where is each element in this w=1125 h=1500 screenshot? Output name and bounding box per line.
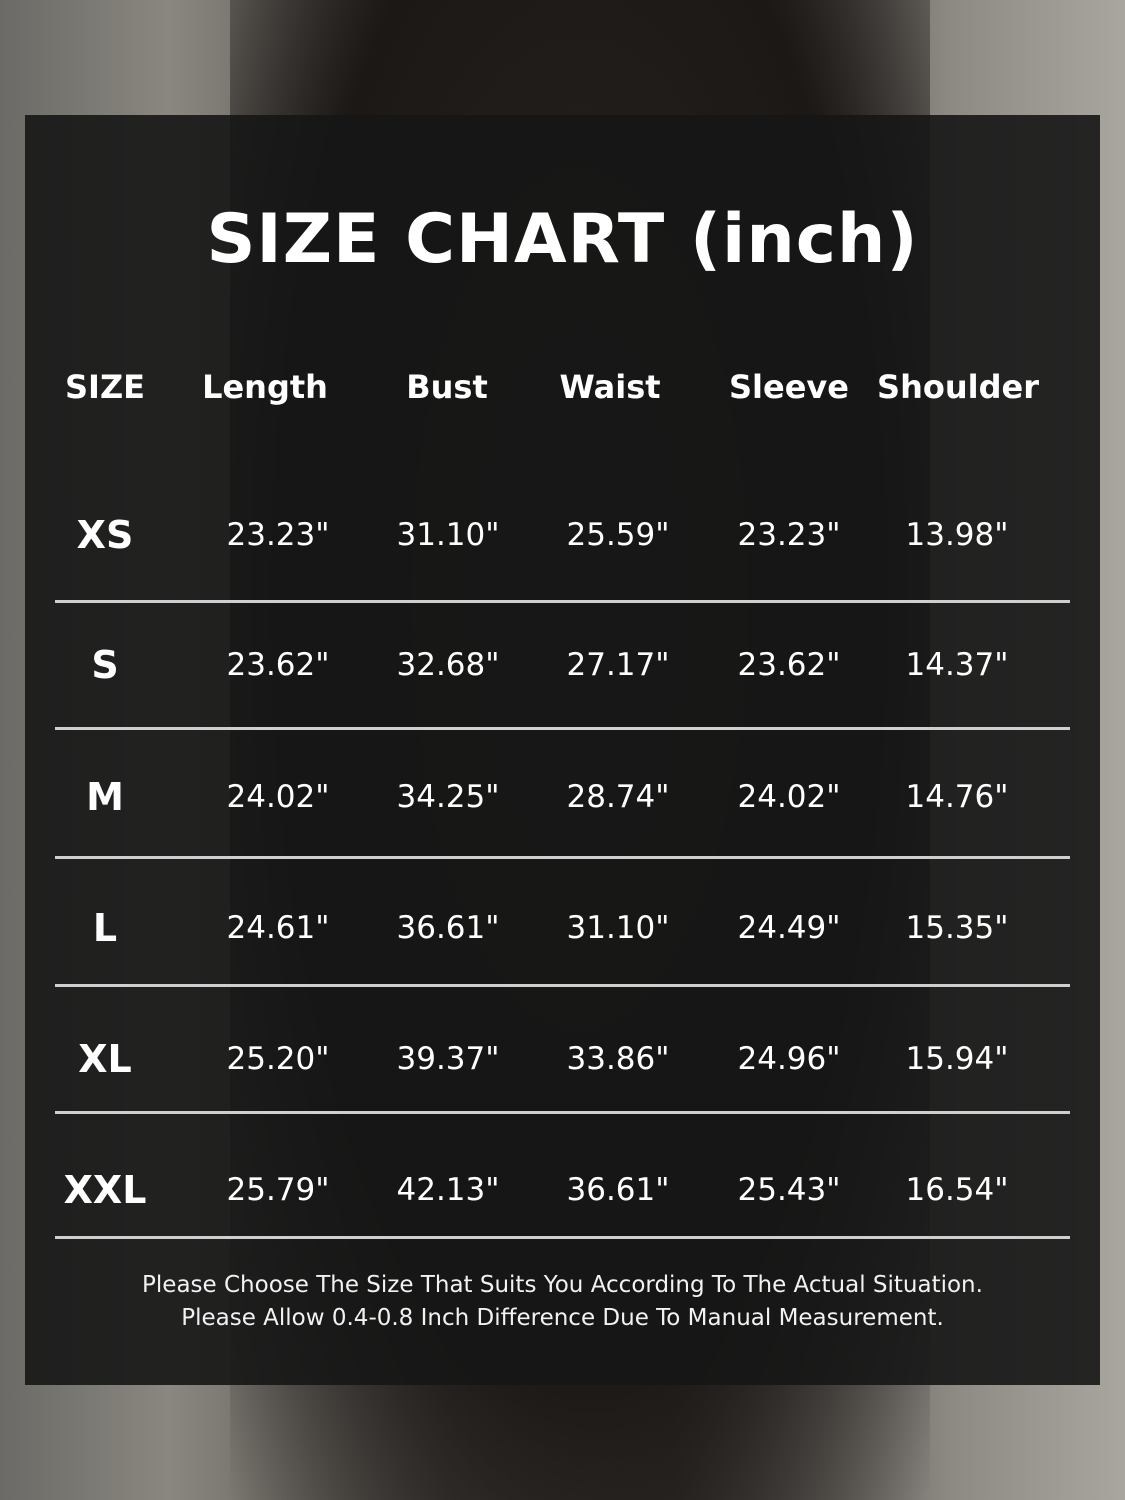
- measurement-cell: 36.61": [566, 1172, 670, 1208]
- row-divider: [55, 856, 1070, 859]
- measurement-cell: 31.10": [396, 517, 500, 553]
- measurement-cell: 28.74": [566, 779, 670, 815]
- measurement-cell: 23.62": [737, 647, 841, 683]
- measurement-cell: 33.86": [566, 1041, 670, 1077]
- column-header-waist: Waist: [559, 368, 661, 406]
- row-divider: [55, 1111, 1070, 1114]
- note-line-2: Please Allow 0.4-0.8 Inch Difference Due…: [181, 1305, 944, 1331]
- measurement-cell: 36.61": [396, 910, 500, 946]
- size-label: XL: [78, 1037, 132, 1081]
- measurement-cell: 15.94": [905, 1041, 1009, 1077]
- measurement-cell: 42.13": [396, 1172, 500, 1208]
- measurement-cell: 13.98": [905, 517, 1009, 553]
- column-header-length: Length: [202, 368, 328, 406]
- row-divider: [55, 1236, 1070, 1239]
- measurement-cell: 27.17": [566, 647, 670, 683]
- size-label: S: [91, 643, 119, 687]
- column-header-bust: Bust: [406, 368, 488, 406]
- measurement-cell: 25.43": [737, 1172, 841, 1208]
- measurement-cell: 24.02": [226, 779, 330, 815]
- column-header-size: SIZE: [64, 368, 146, 406]
- measurement-cell: 34.25": [396, 779, 500, 815]
- column-header-sleeve: Sleeve: [729, 368, 849, 406]
- measurement-cell: 24.61": [226, 910, 330, 946]
- measurement-cell: 15.35": [905, 910, 1009, 946]
- measurement-cell: 32.68": [396, 647, 500, 683]
- measurement-cell: 14.37": [905, 647, 1009, 683]
- measurement-cell: 23.62": [226, 647, 330, 683]
- row-divider: [55, 984, 1070, 987]
- measurement-cell: 24.96": [737, 1041, 841, 1077]
- size-label: M: [86, 775, 124, 819]
- measurement-cell: 23.23": [737, 517, 841, 553]
- size-chart-panel: [25, 115, 1100, 1385]
- row-divider: [55, 727, 1070, 730]
- measurement-cell: 25.20": [226, 1041, 330, 1077]
- measurement-cell: 14.76": [905, 779, 1009, 815]
- measurement-cell: 16.54": [905, 1172, 1009, 1208]
- measurement-cell: 25.59": [566, 517, 670, 553]
- measurement-cell: 39.37": [396, 1041, 500, 1077]
- note-line-1: Please Choose The Size That Suits You Ac…: [142, 1272, 983, 1298]
- chart-title: SIZE CHART (inch): [206, 200, 919, 279]
- measurement-cell: 25.79": [226, 1172, 330, 1208]
- measurement-cell: 24.02": [737, 779, 841, 815]
- column-header-shoulder: Shoulder: [877, 368, 1039, 406]
- measurement-cell: 24.49": [737, 910, 841, 946]
- measurement-cell: 23.23": [226, 517, 330, 553]
- size-label: XS: [76, 513, 134, 557]
- size-label: L: [92, 906, 118, 950]
- measurement-cell: 31.10": [566, 910, 670, 946]
- size-label: XXL: [63, 1168, 147, 1212]
- row-divider: [55, 600, 1070, 603]
